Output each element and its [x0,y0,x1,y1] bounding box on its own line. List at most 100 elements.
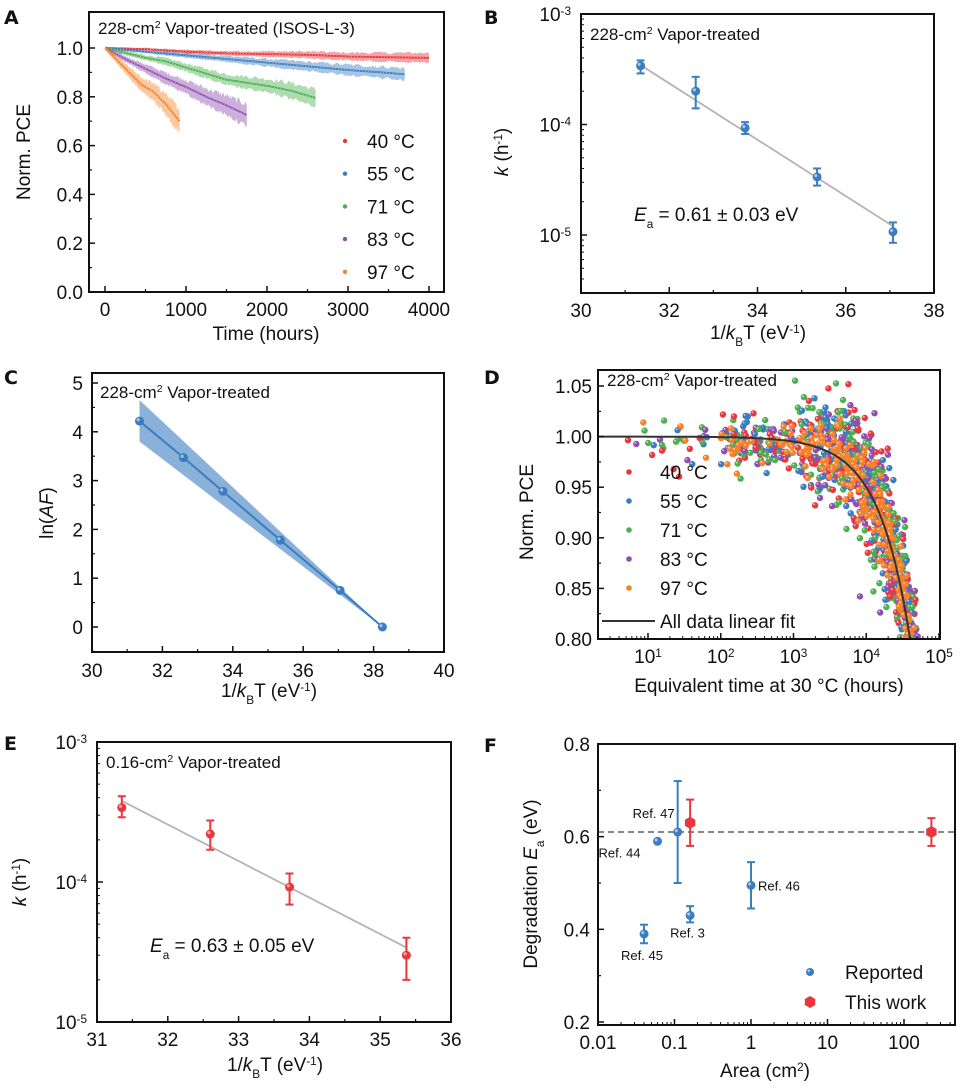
data-point [808,484,815,491]
x-tick-label: 30 [81,661,102,682]
data-point [895,603,903,610]
data-point [795,467,802,474]
data-point-highlight [885,452,888,455]
legend-marker-0 [342,138,348,144]
data-point-highlight [826,442,829,445]
data-point [860,471,867,479]
data-point [851,406,858,414]
data-point-highlight [787,420,790,423]
data-point-highlight [838,416,840,419]
data-point-highlight [677,474,680,477]
data-point-highlight [852,458,855,461]
data-point-highlight [888,565,891,568]
data-point-highlight [898,568,900,571]
data-point-highlight [903,582,905,585]
data-point-highlight [891,511,894,514]
data-point [658,447,666,454]
data-point-highlight [846,483,849,486]
x-axis-title-part: ) [804,1061,810,1082]
data-point [842,496,849,503]
data-point-highlight [910,604,913,607]
data-point-highlight [838,480,841,483]
panel-letter: D [484,367,500,389]
data-point [724,461,731,468]
data-point-highlight [889,581,892,584]
data-point-3-highlight [814,174,818,178]
x-tick-label: 35 [370,1030,391,1051]
data-point-highlight [683,438,686,441]
data-point-highlight [898,601,901,604]
data-point [886,464,893,472]
data-point-highlight [850,471,852,473]
data-point [777,454,784,461]
x-tick-label: 34 [299,1030,321,1051]
data-point [871,410,878,417]
data-point-highlight [808,426,811,429]
data-point-highlight [862,415,865,418]
panel-letter: E [4,733,17,755]
data-point-5 [377,622,387,632]
data-point-highlight [783,457,786,460]
x-tick-label: 100 [888,1033,920,1054]
data-point-highlight [872,510,875,513]
data-point-highlight [867,436,870,439]
data-point-highlight [877,527,880,530]
data-point-highlight [646,441,649,443]
reference-label: Ref. 3 [670,925,705,940]
data-point-highlight [871,459,874,462]
panel-title-part: 2 [155,19,161,31]
data-point-highlight [873,535,876,538]
data-point [791,462,798,469]
data-point-highlight [899,625,902,628]
data-point-highlight [907,599,909,602]
x-axis-title-part: ) [800,323,806,344]
data-point-highlight [864,470,867,473]
y-axis-title-part: Degradation [521,860,542,969]
data-point-highlight [830,432,833,434]
data-point [809,460,816,467]
data-point-highlight [788,431,791,434]
data-point-highlight [903,591,906,594]
data-point-0 [636,61,646,71]
data-point [859,499,866,507]
data-point-highlight [876,502,879,505]
data-point-2-highlight [286,884,290,888]
data-point [829,430,836,438]
data-point-highlight [868,557,871,560]
data-point-highlight [885,446,888,449]
activation-energy-annotation: Ea = 0.63 ± 0.05 eV [150,936,315,962]
panel-title-part: Vapor-treated (ISOS-L-3) [161,19,355,38]
data-point-highlight [903,626,906,629]
data-point [805,397,813,405]
reported-point-highlight [641,931,645,935]
y-tick-label-part: 10 [55,733,76,754]
data-point [901,581,909,588]
data-point-highlight [848,511,851,514]
data-point-highlight [871,589,874,592]
y-tick-label: 10-3 [55,733,87,755]
data-point-highlight [902,571,905,574]
legend-label-4: 97 °C [367,263,415,284]
fit-line [597,435,911,639]
panel-title: 228-cm2 Vapor-treated [607,371,777,390]
data-point-1 [179,453,189,463]
data-point-1-highlight [207,831,211,835]
reported-point-highlight [654,838,658,842]
y-tick-label: 0.6 [57,137,83,158]
data-point [871,469,878,477]
data-point-highlight [887,466,890,469]
data-point-highlight [867,462,870,465]
data-point-highlight [835,445,838,447]
y-tick-label: 0.85 [555,579,592,600]
data-point-highlight [844,504,847,506]
data-point-highlight [880,571,883,574]
data-point [734,460,741,467]
data-point-0-highlight [136,418,140,422]
data-point-highlight [834,472,837,475]
data-point-highlight [887,491,890,494]
x-axis-title: 1/kBT (eV-1) [221,681,317,707]
x-tick-label-part: 10 [707,647,728,668]
reported-point-highlight [687,912,691,916]
data-point [742,412,749,420]
legend-marker-3 [342,236,348,242]
